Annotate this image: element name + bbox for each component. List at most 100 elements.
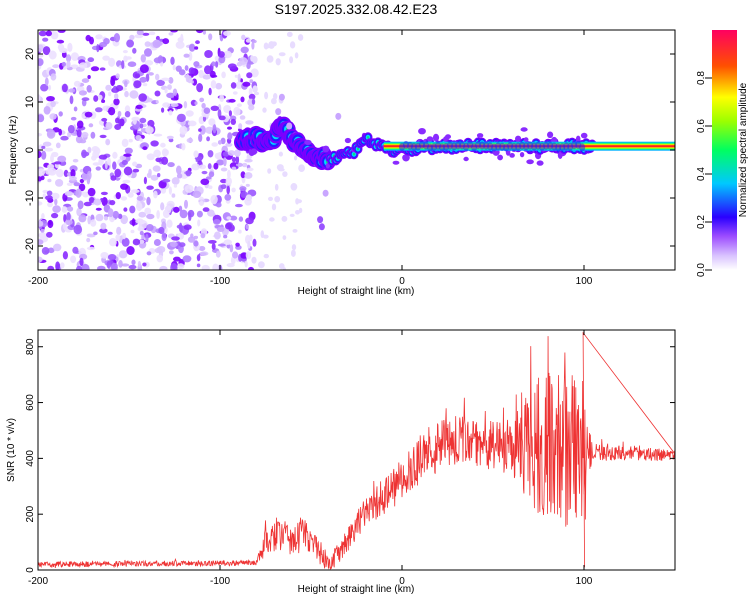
heatmap-noise-blob bbox=[85, 34, 92, 42]
heatmap-noise-blob bbox=[121, 60, 125, 70]
heatmap-noise-blob bbox=[38, 94, 41, 102]
heatmap-noise-blob bbox=[153, 57, 163, 64]
heatmap-noise-blob bbox=[282, 171, 288, 178]
heatmap-noise-blob bbox=[291, 244, 297, 251]
heatmap-noise-blob bbox=[210, 194, 218, 205]
heatmap-noise-blob bbox=[156, 254, 164, 263]
heatmap-noise-blob bbox=[227, 126, 232, 130]
heatmap-noise-blob bbox=[155, 35, 160, 41]
heatmap-noise-blob bbox=[168, 32, 174, 36]
heatmap-noise-blob bbox=[144, 207, 152, 215]
heatmap-noise-blob bbox=[207, 163, 212, 170]
heatmap-noise-blob bbox=[156, 210, 160, 219]
heatmap-noise-blob bbox=[247, 266, 255, 270]
snr-frame bbox=[37, 329, 676, 571]
heatmap-noise-blob bbox=[240, 46, 249, 54]
heatmap-noise-blob bbox=[248, 104, 255, 111]
heatmap-noise-blob bbox=[129, 205, 136, 214]
heatmap-noise-blob bbox=[291, 249, 296, 257]
heatmap-noise-blob bbox=[190, 80, 194, 84]
heatmap-noise-blob bbox=[168, 110, 173, 116]
heatmap-noise-blob bbox=[223, 234, 228, 239]
heatmap-noise-blob bbox=[44, 77, 49, 86]
heatmap-noise-blob bbox=[110, 175, 117, 181]
heatmap-noise-blob bbox=[63, 222, 67, 231]
heatmap-noise-blob bbox=[187, 209, 195, 218]
heatmap-noise-blob bbox=[162, 102, 171, 108]
heatmap-noise-blob bbox=[50, 100, 56, 108]
heatmap-noise-blob bbox=[168, 186, 172, 195]
heatmap-noise-blob bbox=[38, 220, 44, 227]
heatmap-noise-blob bbox=[91, 155, 97, 161]
snr-series-line bbox=[38, 331, 675, 570]
heatmap-noise-blob bbox=[113, 33, 120, 43]
colorbar-gradient bbox=[712, 30, 737, 270]
heatmap-noise-blob bbox=[105, 138, 111, 146]
heatmap-noise-blob bbox=[245, 224, 249, 230]
heatmap-noise-blob bbox=[289, 56, 294, 64]
heatmap-noise-blob bbox=[79, 62, 88, 69]
heatmap-noise-blob bbox=[90, 219, 97, 227]
heatmap-noise-blob bbox=[238, 216, 244, 222]
heatmap-noise-blob bbox=[187, 236, 196, 243]
heatmap-noise-blob bbox=[268, 41, 275, 49]
heatmap-noise-blob bbox=[84, 111, 93, 118]
heatmap-noise-blob bbox=[197, 219, 201, 227]
heatmap-noise-blob bbox=[242, 162, 248, 168]
heatmap-noise-blob bbox=[201, 102, 206, 109]
heatmap-noise-blob bbox=[281, 215, 288, 222]
heatmap-noise-blob bbox=[294, 52, 299, 59]
heatmap-noise-blob bbox=[61, 206, 68, 213]
heatmap-noise-blob bbox=[117, 213, 123, 219]
heatmap-noise-blob bbox=[207, 150, 214, 158]
heatmap-noise-blob bbox=[69, 95, 74, 105]
heatmap-noise-blob bbox=[95, 107, 103, 113]
heatmap-noise-blob bbox=[166, 219, 173, 228]
heatmap-noise-blob bbox=[169, 250, 174, 255]
heatmap-noise-blob bbox=[115, 85, 124, 92]
heatmap-noise-blob bbox=[123, 166, 133, 176]
heatmap-noise-blob bbox=[229, 215, 238, 221]
heatmap-noise-blob bbox=[205, 176, 212, 180]
heatmap-noise-blob bbox=[142, 83, 148, 87]
heatmap-noise-blob bbox=[297, 34, 304, 41]
heatmap-noise-blob bbox=[105, 122, 113, 130]
heatmap-noise-blob bbox=[194, 101, 198, 105]
heatmap-y-tick-label: 10 bbox=[24, 96, 36, 108]
heatmap-noise-blob bbox=[175, 65, 182, 72]
heatmap-noise-blob bbox=[286, 31, 293, 38]
heatmap-noise-blob bbox=[66, 212, 71, 222]
heatmap-noise-blob bbox=[195, 40, 200, 45]
heatmap-noise-blob bbox=[227, 63, 237, 70]
heatmap-noise-blob bbox=[44, 147, 54, 152]
heatmap-noise-blob bbox=[290, 183, 298, 191]
heatmap-noise-blob bbox=[109, 200, 116, 206]
heatmap-noise-blob bbox=[127, 192, 134, 198]
heatmap-noise-blob bbox=[251, 256, 257, 264]
heatmap-noise-blob bbox=[247, 240, 251, 249]
heatmap-noise-blob bbox=[87, 215, 91, 225]
heatmap-noise-blob bbox=[38, 44, 44, 53]
heatmap-noise-blob bbox=[48, 50, 57, 60]
heatmap-noise-blob bbox=[166, 92, 176, 99]
heatmap-noise-blob bbox=[40, 175, 45, 181]
snr-x-ticks: -200 -100 0 100 bbox=[28, 330, 593, 587]
heatmap-noise-blob bbox=[211, 243, 216, 250]
heatmap-noise-blob bbox=[124, 111, 131, 118]
heatmap-noise-blob bbox=[81, 131, 89, 138]
heatmap-noise-blob bbox=[73, 106, 78, 112]
heatmap-noise-blob bbox=[60, 135, 69, 141]
heatmap-noise-blob bbox=[240, 96, 245, 103]
heatmap-noise-blob bbox=[59, 47, 68, 54]
heatmap-noise-blob bbox=[264, 91, 269, 100]
heatmap-noise-blob bbox=[245, 38, 252, 43]
heatmap-noise-blob bbox=[162, 38, 170, 45]
heatmap-noise-blob bbox=[223, 30, 231, 36]
heatmap-noise-blob bbox=[108, 91, 112, 97]
heatmap-noise-blob bbox=[76, 120, 84, 129]
heatmap-noise-blob bbox=[155, 157, 162, 163]
heatmap-noise-blob bbox=[144, 60, 154, 66]
heatmap-noise-blob bbox=[295, 210, 300, 215]
heatmap-noise-blob bbox=[168, 77, 174, 84]
